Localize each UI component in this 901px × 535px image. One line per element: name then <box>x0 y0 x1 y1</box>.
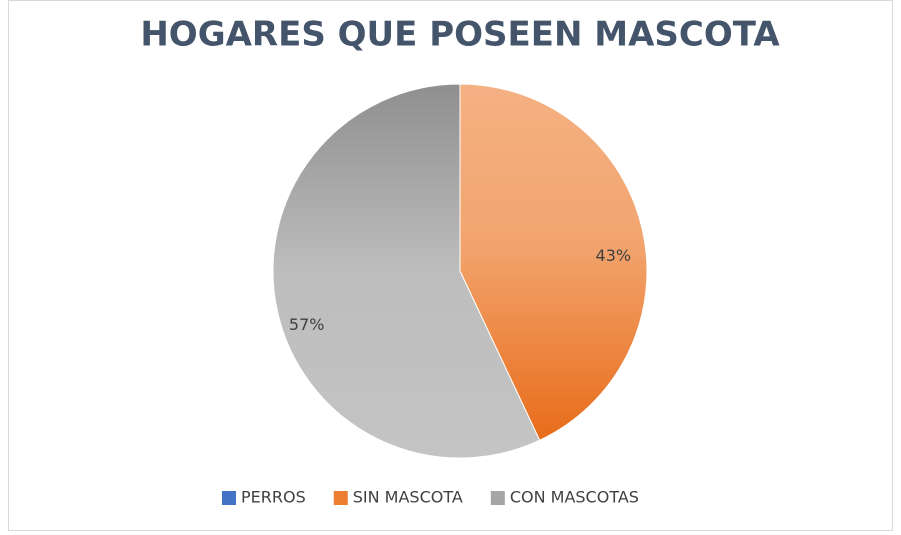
data-label: 57% <box>289 315 325 334</box>
legend-swatch <box>333 491 348 505</box>
pie-slice <box>272 83 541 459</box>
pie-slice <box>459 83 648 441</box>
chart-title: HOGARES QUE POSEEN MASCOTA <box>140 15 780 55</box>
data-label: 43% <box>596 246 632 265</box>
legend-swatch <box>490 491 505 505</box>
legend-swatch <box>222 491 236 505</box>
legend-label: CON MASCOTAS <box>510 488 639 507</box>
legend-label: SIN MASCOTA <box>353 488 463 507</box>
legend-label: PERROS <box>241 488 306 507</box>
